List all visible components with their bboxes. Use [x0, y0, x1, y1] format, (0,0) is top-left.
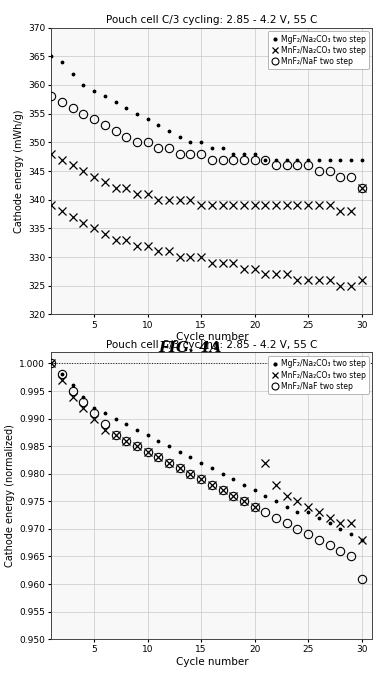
Legend: MgF₂/Na₂CO₃ two step, MnF₂/Na₂CO₃ two step, MnF₂/NaF two step: MgF₂/Na₂CO₃ two step, MnF₂/Na₂CO₃ two st… — [268, 32, 369, 69]
Legend: MgF₂/Na₂CO₃ two step, MnF₂/Na₂CO₃ two step, MnF₂/NaF two step: MgF₂/Na₂CO₃ two step, MnF₂/Na₂CO₃ two st… — [268, 357, 369, 394]
Y-axis label: Cathode energy (mWh/g): Cathode energy (mWh/g) — [14, 109, 24, 233]
Title: Pouch cell C/3 cycling: 2.85 - 4.2 V, 55 C: Pouch cell C/3 cycling: 2.85 - 4.2 V, 55… — [106, 15, 318, 26]
Title: Pouch cell C/3 cycling: 2.85 - 4.2 V, 55 C: Pouch cell C/3 cycling: 2.85 - 4.2 V, 55… — [106, 340, 318, 350]
X-axis label: Cycle number: Cycle number — [176, 657, 248, 668]
X-axis label: Cycle number: Cycle number — [176, 332, 248, 343]
Y-axis label: Cathode energy (normalized): Cathode energy (normalized) — [5, 424, 15, 567]
Text: FIG. 4A: FIG. 4A — [158, 341, 222, 354]
